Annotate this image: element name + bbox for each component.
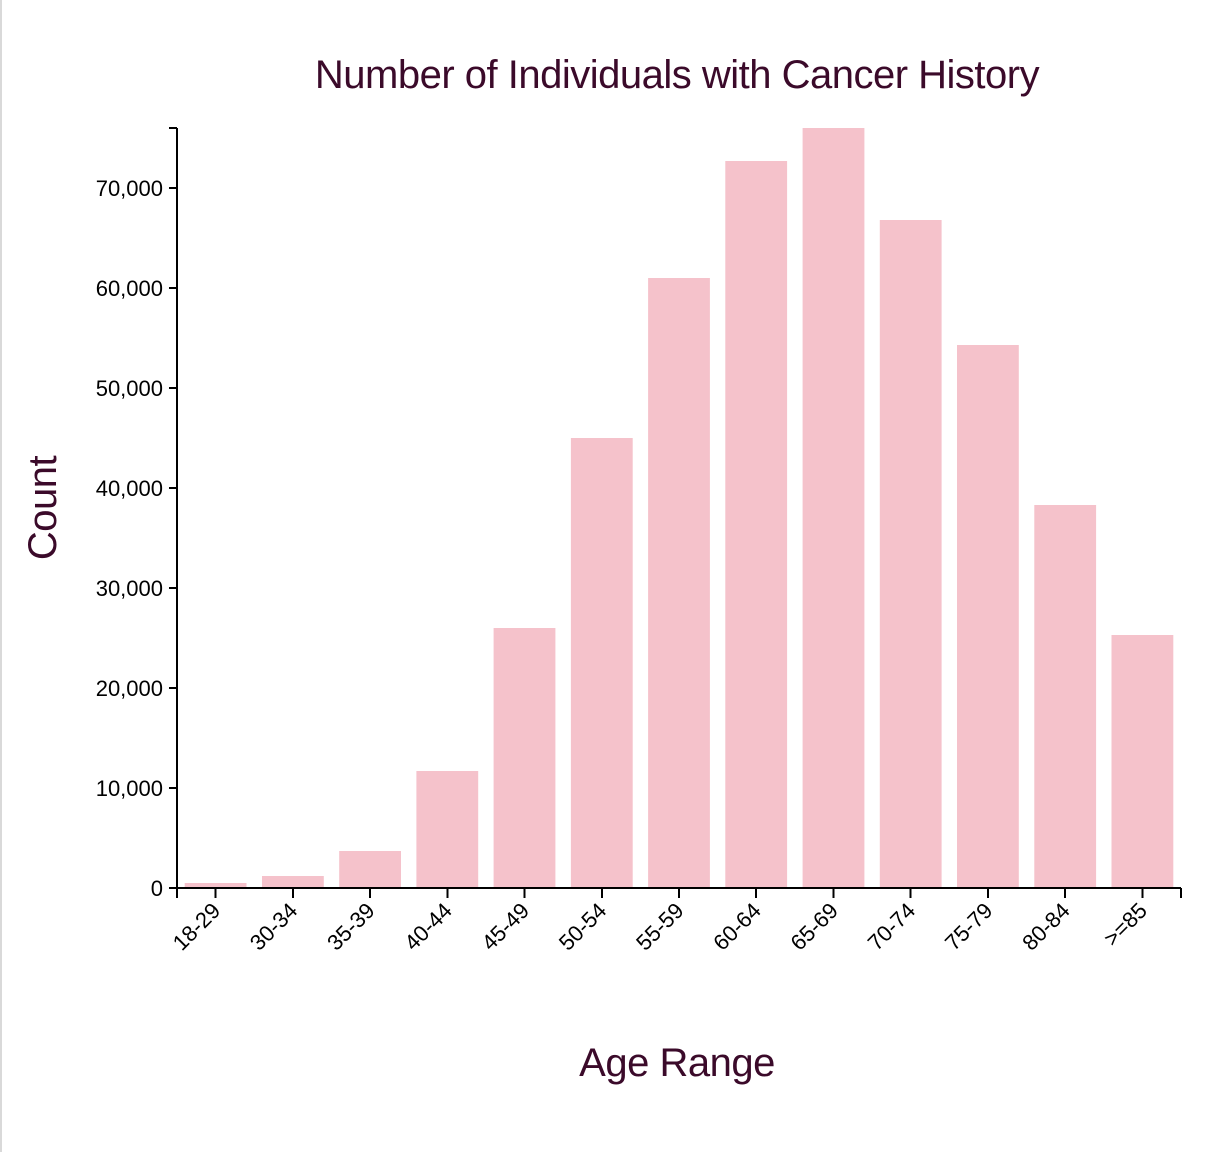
bar-35-39 (339, 851, 401, 888)
y-axis: 0 10,000 20,000 30,000 40,000 50,000 60,000 70,… (96, 127, 178, 901)
x-tick-label: 80-84 (1017, 898, 1074, 955)
x-tick-label: 30-34 (245, 898, 302, 955)
bar-75-79 (957, 345, 1019, 888)
bar-65-69 (802, 128, 865, 888)
x-tick-label: 40-44 (399, 898, 456, 955)
x-tick-label: 65-69 (786, 898, 843, 955)
y-tick-label: 30,000 (96, 576, 163, 601)
x-tick-label: 45-49 (477, 898, 534, 955)
x-tick-label: 55-59 (631, 898, 688, 955)
x-tick-label: 75-79 (940, 898, 997, 955)
x-tick-label: 50-54 (554, 898, 611, 955)
y-tick-label: 70,000 (96, 176, 163, 201)
y-tick-label: 20,000 (96, 676, 163, 701)
y-axis-title: Count (21, 456, 65, 561)
bar-55-59 (648, 278, 710, 888)
x-tick-label: 60-64 (708, 898, 765, 955)
bar-45-49 (493, 628, 556, 888)
y-tick-label: 10,000 (96, 776, 163, 801)
bar-30-34 (262, 876, 324, 888)
bar-50-54 (570, 438, 633, 888)
bars-group (184, 128, 1174, 888)
x-axis: 18-29 30-34 35-39 40-44 45-49 50-54 55-59 60-64… (168, 887, 1182, 955)
bar-18-29 (184, 883, 247, 888)
bar->=85 (1111, 635, 1174, 888)
y-tick-label: 40,000 (96, 476, 163, 501)
y-tick-label: 50,000 (96, 376, 163, 401)
y-tick-label: 60,000 (96, 276, 163, 301)
x-tick-label: 70-74 (863, 898, 920, 955)
bar-70-74 (879, 220, 942, 888)
bar-80-84 (1034, 505, 1097, 888)
bar-40-44 (416, 771, 479, 888)
x-axis-title: Age Range (579, 1041, 775, 1085)
bar-60-64 (725, 161, 788, 888)
y-tick-label: 0 (151, 876, 163, 901)
x-tick-label: 35-39 (322, 898, 379, 955)
chart-title: Number of Individuals with Cancer Histor… (315, 53, 1040, 97)
x-tick-label: 18-29 (168, 898, 225, 955)
x-tick-label: >=85 (1099, 898, 1152, 951)
